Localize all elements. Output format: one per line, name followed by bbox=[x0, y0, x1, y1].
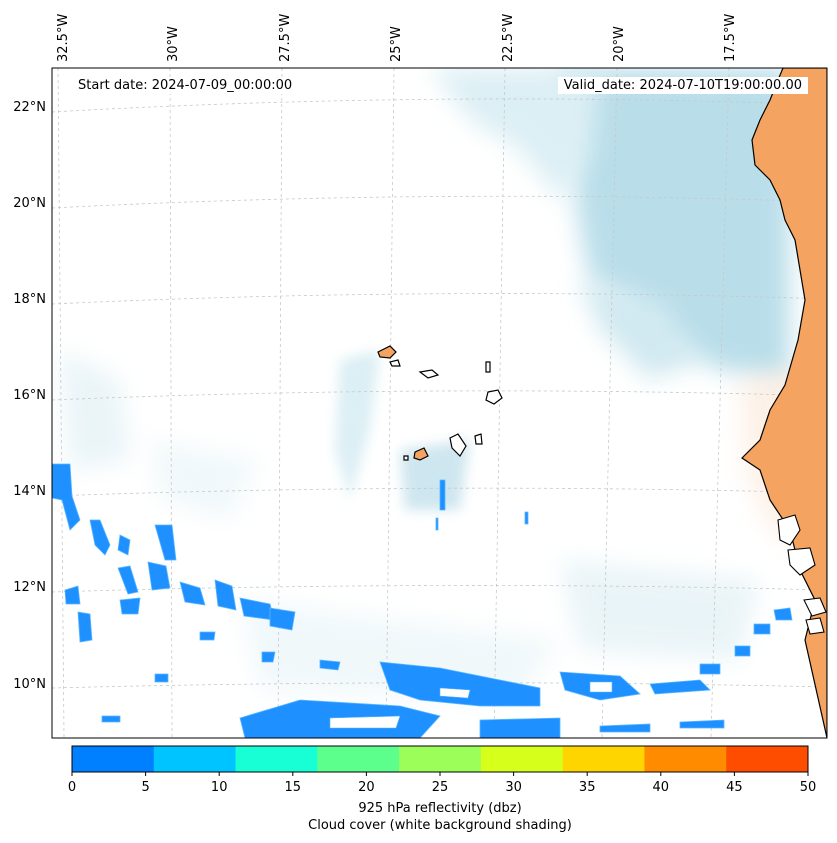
colorbar-tick-label: 15 bbox=[285, 780, 302, 795]
cape-verde-islands bbox=[377, 345, 503, 461]
lon-label: 27.5°W bbox=[278, 14, 293, 62]
colorbar-tick-label: 30 bbox=[505, 780, 522, 795]
colorbar-tick-label: 10 bbox=[211, 780, 228, 795]
colorbar-tick-label: 5 bbox=[141, 780, 149, 795]
colorbar-tick-label: 20 bbox=[358, 780, 375, 795]
map-content bbox=[52, 68, 827, 738]
colorbar-tick-label: 45 bbox=[726, 780, 743, 795]
coastline-detail bbox=[777, 514, 827, 635]
colorbar-segment bbox=[235, 746, 318, 772]
map-frame bbox=[51, 67, 828, 739]
lon-label: 32.5°W bbox=[56, 14, 71, 62]
lon-label: 25°W bbox=[389, 26, 404, 62]
valid-date-label: Valid_date: 2024-07-10T19:00:00.00 bbox=[557, 77, 808, 94]
colorbar-segment bbox=[317, 746, 400, 772]
colorbar-sublabel: Cloud cover (white background shading) bbox=[308, 818, 572, 833]
colorbar-segment bbox=[399, 746, 482, 772]
start-date-label: Start date: 2024-07-09_00:00:00 bbox=[72, 77, 299, 94]
lat-label: 16°N bbox=[13, 388, 46, 403]
colorbar-label: 925 hPa reflectivity (dbz) bbox=[358, 801, 522, 816]
colorbar-segment bbox=[726, 746, 809, 772]
lon-label: 30°W bbox=[166, 26, 181, 62]
latitude-labels: 22°N 20°N 18°N 16°N 14°N 12°N 10°N bbox=[13, 100, 46, 692]
colorbar-tick-label: 35 bbox=[579, 780, 596, 795]
cloud-cover-shading bbox=[60, 68, 827, 700]
lat-label: 18°N bbox=[13, 292, 46, 307]
lat-label: 22°N bbox=[13, 100, 46, 115]
colorbar-tick-label: 40 bbox=[653, 780, 670, 795]
colorbar-segment bbox=[72, 746, 155, 772]
colorbar-segment bbox=[480, 746, 564, 772]
reflectivity-holes bbox=[329, 681, 613, 729]
colorbar: 0 5 10 15 20 25 30 35 40 45 50 bbox=[68, 745, 817, 795]
lat-label: 14°N bbox=[13, 484, 46, 499]
colorbar-segment bbox=[644, 746, 727, 772]
longitude-labels: 32.5°W 30°W 27.5°W 25°W 22.5°W 20°W 17.5… bbox=[56, 14, 738, 62]
lat-label: 20°N bbox=[13, 196, 46, 211]
lon-label: 22.5°W bbox=[501, 14, 516, 62]
lat-label: 10°N bbox=[13, 677, 46, 692]
colorbar-tick-label: 25 bbox=[432, 780, 449, 795]
colorbar-segment bbox=[153, 746, 237, 772]
colorbar-tick-label: 50 bbox=[800, 780, 817, 795]
colorbar-tick-label: 0 bbox=[68, 780, 76, 795]
lon-label: 17.5°W bbox=[723, 14, 738, 62]
lon-label: 20°W bbox=[612, 26, 627, 62]
lat-label: 12°N bbox=[13, 580, 46, 595]
colorbar-segment bbox=[562, 746, 645, 772]
